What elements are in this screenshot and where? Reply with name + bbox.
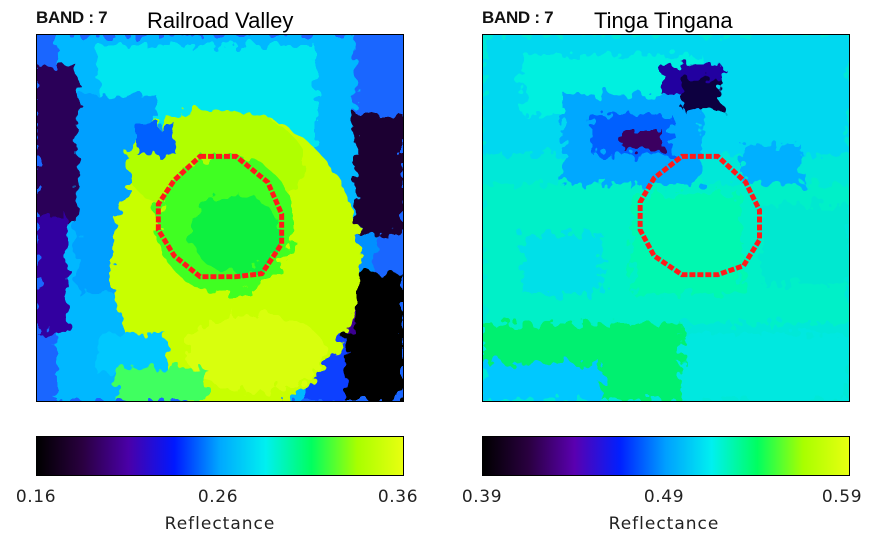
- colorbar-min-label: 0.16: [15, 487, 57, 507]
- tinga-tingana-panel: BAND : 7 Tinga Tingana: [446, 0, 866, 540]
- colorbar-max-label: 0.36: [377, 487, 419, 507]
- site-name: Railroad Valley: [143, 8, 298, 34]
- colorbar-title: Reflectance: [164, 514, 276, 534]
- site-name: Tinga Tingana: [590, 8, 737, 34]
- colorbar-min-label: 0.39: [461, 487, 503, 507]
- reflectance-map: [36, 34, 404, 402]
- railroad-valley-panel: BAND : 7 Railroad Valley: [0, 0, 420, 540]
- colorbar: [482, 436, 850, 476]
- colorbar-mid-label: 0.26: [197, 487, 239, 507]
- band-label: BAND : 7: [36, 8, 108, 27]
- colorbar-title: Reflectance: [608, 514, 720, 534]
- band-label: BAND : 7: [482, 8, 554, 27]
- colorbar-mid-label: 0.49: [643, 487, 685, 507]
- colorbar: [36, 436, 404, 476]
- reflectance-map: [482, 34, 850, 402]
- colorbar-max-label: 0.59: [821, 487, 863, 507]
